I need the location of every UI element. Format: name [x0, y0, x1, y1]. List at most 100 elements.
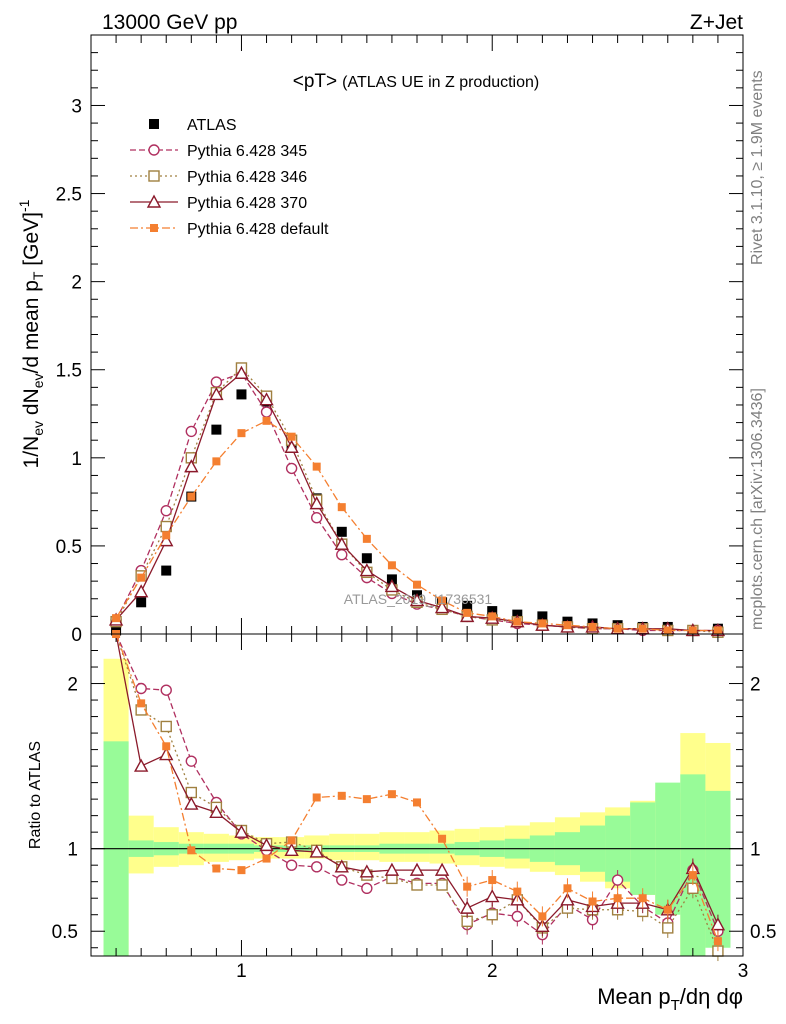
ratio-series-3-point: [237, 866, 246, 875]
ratio-series-3-point: [563, 884, 572, 893]
rivet-version-label: Rivet 3.1.10, ≥ 1.9M events: [749, 70, 766, 265]
ratio-series-2-point: [309, 844, 324, 858]
main-series-4-point: [613, 624, 622, 633]
main-series-4-point: [262, 416, 271, 425]
main-series-3-point: [259, 392, 274, 406]
main-series-0-point: [211, 424, 222, 435]
ratio-y-tick-label-right: 1: [750, 840, 761, 861]
main-series-4-point: [162, 531, 171, 540]
main-series-4-point: [438, 596, 447, 605]
ratio-series-2-point: [485, 889, 500, 903]
ratio-series-3-point: [713, 937, 722, 946]
main-series-4-point: [688, 626, 697, 635]
legend-marker-2: [148, 170, 160, 182]
main-series-4-point: [538, 619, 547, 628]
main-series-1-point: [310, 512, 323, 524]
ratio-series-3-point: [488, 876, 497, 885]
main-y-tick-label: 0.5: [56, 537, 82, 558]
main-series-0-point: [537, 611, 548, 622]
ratio-series-3-point: [613, 894, 622, 903]
legend-marker-3: [146, 194, 162, 208]
legend-label-2: Pythia 6.428 346: [187, 169, 307, 186]
ratio-series-2-point: [334, 859, 349, 873]
main-series-1-point: [260, 406, 273, 418]
main-series-1-point: [336, 549, 348, 561]
main-series-4-point: [713, 626, 722, 635]
main-series-4-point: [513, 617, 522, 626]
main-series-3-point: [209, 386, 224, 401]
ratio-series-1-point: [411, 879, 423, 891]
main-series-0-point: [336, 526, 347, 537]
ratio-y-tick-label-left: 0.5: [52, 922, 78, 943]
x-tick-label: 2: [487, 961, 498, 982]
ratio-series-3-point: [287, 836, 296, 845]
ratio-series-2-point: [459, 900, 475, 914]
ratio-series-2-point: [384, 862, 400, 876]
ratio-panel-frame: [90, 633, 744, 957]
ratio-series-0-point: [361, 882, 373, 894]
main-series-3-point: [384, 578, 400, 593]
main-series-3-point: [234, 365, 249, 379]
ratio-series-0-point: [511, 910, 524, 923]
ratio-series-2-point: [409, 862, 425, 876]
ratio-y-tick-label-right: 2: [750, 675, 761, 696]
main-series-4-point: [588, 622, 597, 631]
legend-marker-1: [148, 144, 160, 156]
header-energy-label: 13000 GeV pp: [102, 11, 237, 34]
ratio-series-3-point: [588, 897, 597, 906]
main-series-4-point: [463, 608, 472, 617]
legend-label-0: ATLAS: [187, 117, 237, 134]
ratio-series-3-point: [137, 699, 146, 708]
main-distribution-panel: 0 0.5 1 1.5 2 2.5 3 <pT> (ATLAS UE in Z product…: [16, 34, 744, 646]
analysis-watermark: ATLAS_2019_I1736531: [344, 591, 493, 607]
main-series-4-point: [137, 573, 146, 582]
ratio-series-3-point: [688, 871, 697, 880]
ratio-series-2-point: [710, 917, 726, 931]
ratio-series-2-point: [359, 864, 375, 878]
ratio-panel: 0.5 0.5 1 1 2 2 1 2 3 Ratio to ATLAS Mean pT/dη …: [27, 630, 776, 1014]
legend-marker-0: [149, 119, 159, 129]
ratio-series-1-point: [436, 879, 448, 891]
ratio-series-3-point: [663, 905, 672, 914]
main-series-4-point: [237, 429, 246, 438]
x-tick-label: 3: [738, 961, 749, 982]
ratio-series-3-point: [463, 882, 472, 891]
ratio-series-3-point: [438, 834, 447, 843]
ratio-series-3-point: [513, 887, 522, 896]
main-series-0-point: [236, 389, 247, 400]
main-series-4-point: [387, 561, 396, 570]
legend-marker-4: [150, 224, 158, 232]
main-series-4-point: [112, 614, 121, 623]
ratio-series-2-point: [234, 824, 249, 838]
ratio-series-2-point: [184, 796, 199, 810]
main-y-tick-label: 1: [71, 449, 82, 470]
main-series-3-point: [359, 563, 375, 577]
main-series-4-point: [638, 624, 647, 633]
main-series-4-point: [413, 580, 421, 589]
ratio-series-3-point: [538, 912, 547, 921]
ratio-series-3-point: [212, 864, 221, 873]
ratio-series-line-3: [115, 633, 719, 942]
ratio-series-0-point: [135, 682, 147, 695]
x-tick-label: 1: [236, 961, 247, 982]
ratio-series-1-point: [486, 909, 498, 921]
main-series-3-point: [133, 584, 149, 598]
ratio-series-2-point: [284, 842, 299, 857]
main-series-3-point: [434, 600, 450, 614]
main-series-4-point: [563, 621, 572, 630]
main-series-4-point: [212, 457, 221, 466]
header-process-label: Z+Jet: [690, 11, 743, 34]
main-series-4-point: [362, 534, 371, 543]
main-y-tick-label: 0: [71, 625, 82, 646]
x-axis-label: Mean pT/dη dφ: [597, 984, 743, 1014]
legend-label-4: Pythia 6.428 default: [187, 221, 329, 238]
ratio-series-1-point: [160, 720, 172, 733]
ratio-series-0-point: [336, 874, 348, 886]
ratio-series-0-point: [310, 861, 323, 873]
main-plot-title: <pT> (ATLAS UE in Z production): [293, 71, 539, 92]
mcplots-reference-label: mcplots.cern.ch [arXiv:1306.3436]: [749, 388, 766, 630]
main-series-4-point: [488, 612, 497, 621]
ratio-series-3-point: [162, 742, 171, 751]
main-series-3-point: [409, 593, 425, 607]
